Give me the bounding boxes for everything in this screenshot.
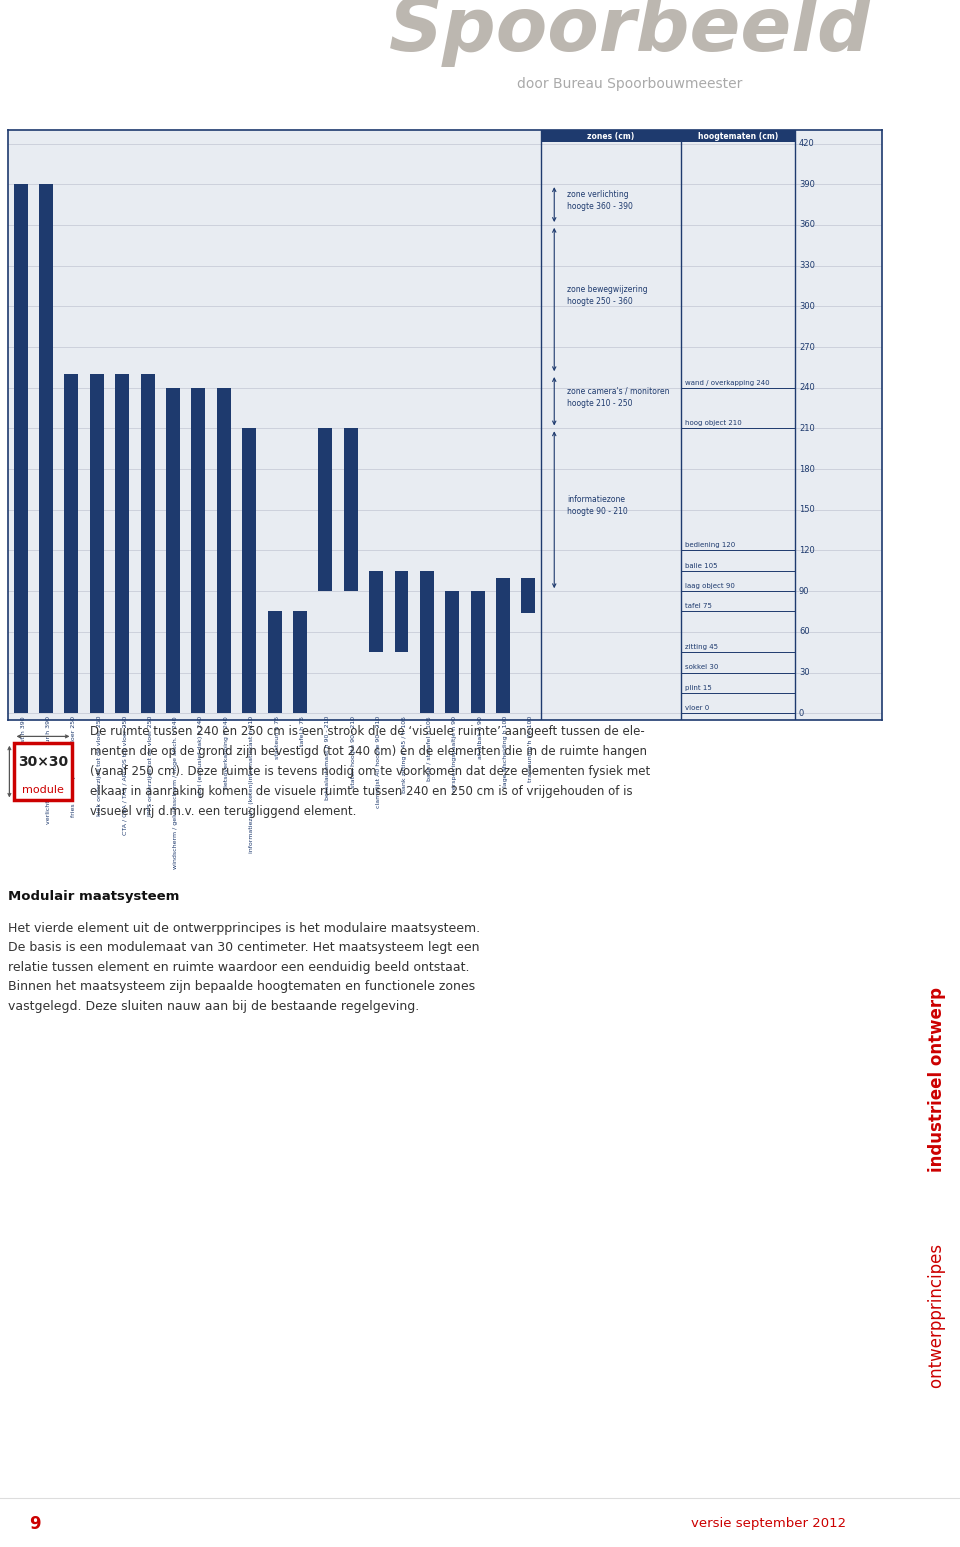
Text: Modulair maatsysteem: Modulair maatsysteem bbox=[8, 890, 180, 903]
Text: zitting 45: zitting 45 bbox=[685, 644, 718, 650]
Text: balie / statafel h 105: balie / statafel h 105 bbox=[427, 716, 432, 781]
Text: zone camera's / monitoren
hoogte 210 - 250: zone camera's / monitoren hoogte 210 - 2… bbox=[567, 387, 670, 407]
Text: windscherm / geluidsscherm / hoge afsch. h 240: windscherm / geluidsscherm / hoge afsch.… bbox=[173, 716, 178, 868]
Bar bbox=[64, 374, 79, 713]
Text: fietsoverkapping h 240: fietsoverkapping h 240 bbox=[224, 716, 228, 789]
Bar bbox=[420, 571, 434, 713]
Text: 270: 270 bbox=[799, 342, 815, 351]
Bar bbox=[521, 577, 536, 613]
Text: plint 15: plint 15 bbox=[685, 685, 712, 692]
Bar bbox=[319, 429, 332, 591]
Text: 9: 9 bbox=[29, 1515, 40, 1533]
Bar bbox=[681, 130, 795, 142]
Text: 210: 210 bbox=[799, 424, 815, 433]
Text: 150: 150 bbox=[799, 506, 815, 514]
Bar bbox=[344, 429, 358, 591]
Bar bbox=[541, 130, 681, 142]
Text: wand / overkapping 240: wand / overkapping 240 bbox=[685, 379, 770, 385]
Text: 90: 90 bbox=[799, 586, 809, 596]
Text: 30×30: 30×30 bbox=[18, 755, 68, 769]
Bar bbox=[90, 374, 104, 713]
Text: CTA / ChA / TAS / ARGOS tot vloer 250: CTA / ChA / TAS / ARGOS tot vloer 250 bbox=[122, 716, 128, 835]
Text: lage afscheiding h 100: lage afscheiding h 100 bbox=[503, 716, 508, 787]
Text: industrieel ontwerp: industrieel ontwerp bbox=[928, 987, 947, 1173]
Text: informatiezone
hoogte 90 - 210: informatiezone hoogte 90 - 210 bbox=[567, 495, 628, 517]
Text: trapleuning h 74-100: trapleuning h 74-100 bbox=[528, 716, 534, 783]
Bar bbox=[496, 577, 510, 713]
Bar bbox=[13, 184, 28, 713]
Text: 60: 60 bbox=[799, 628, 809, 636]
Bar bbox=[293, 611, 307, 713]
Text: klok onderzijde tot de vloer 250: klok onderzijde tot de vloer 250 bbox=[97, 716, 102, 817]
Text: Het vierde element uit de ontwerpprincipes is het modulaire maatsysteem.
De basi: Het vierde element uit de ontwerpprincip… bbox=[8, 922, 480, 1013]
Bar bbox=[268, 611, 281, 713]
Text: hoog object 210: hoog object 210 bbox=[685, 421, 742, 427]
Text: betaalautomaat h 90 - 210: betaalautomaat h 90 - 210 bbox=[325, 716, 330, 800]
Text: tafel h 75: tafel h 75 bbox=[300, 716, 305, 746]
Text: zone bewegwijzering
hoogte 250 - 360: zone bewegwijzering hoogte 250 - 360 bbox=[567, 285, 648, 306]
Bar bbox=[191, 388, 205, 713]
Bar bbox=[141, 374, 155, 713]
Text: sokkel 30: sokkel 30 bbox=[685, 665, 719, 670]
Text: zone verlichting
hoogte 360 - 390: zone verlichting hoogte 360 - 390 bbox=[567, 190, 634, 210]
Text: stasteun h 75: stasteun h 75 bbox=[275, 716, 279, 760]
Text: versperringspaaltje h 90: versperringspaaltje h 90 bbox=[452, 716, 457, 794]
Text: 180: 180 bbox=[799, 464, 815, 473]
Text: 330: 330 bbox=[799, 261, 815, 271]
Bar bbox=[166, 388, 180, 713]
Text: laag object 90: laag object 90 bbox=[685, 583, 735, 589]
Bar bbox=[217, 388, 230, 713]
Text: 120: 120 bbox=[799, 546, 815, 555]
Text: tafel 75: tafel 75 bbox=[685, 603, 712, 610]
Text: versie september 2012: versie september 2012 bbox=[691, 1518, 847, 1530]
Text: informatiezuil / (keten)informatiekast h 210: informatiezuil / (keten)informatiekast h… bbox=[250, 716, 254, 852]
Text: door Bureau Spoorbouwmeester: door Bureau Spoorbouwmeester bbox=[517, 77, 743, 91]
Bar bbox=[395, 571, 409, 653]
Bar bbox=[242, 429, 256, 713]
Text: De ruimte tussen 240 en 250 cm is een strook die de ‘visuele ruimte’ aangeeft tu: De ruimte tussen 240 en 250 cm is een st… bbox=[90, 726, 650, 818]
Text: hoogtematen (cm): hoogtematen (cm) bbox=[698, 131, 778, 141]
Bar bbox=[445, 591, 459, 713]
Text: staten hoogte 90 - 210: staten hoogte 90 - 210 bbox=[350, 716, 356, 787]
Text: balie 105: balie 105 bbox=[685, 563, 718, 569]
Bar bbox=[470, 591, 485, 713]
Text: bediening 120: bediening 120 bbox=[685, 543, 735, 549]
Text: ontwerpprincipes: ontwerpprincipes bbox=[928, 1239, 947, 1388]
Text: 300: 300 bbox=[799, 302, 815, 311]
Text: fries onderzijde tot de vloer 250: fries onderzijde tot de vloer 250 bbox=[71, 716, 77, 817]
Text: verlichtingsmast / armatuur h 390: verlichtingsmast / armatuur h 390 bbox=[46, 716, 51, 825]
Text: 30: 30 bbox=[799, 668, 809, 678]
Text: abri (exclusief dak) h 240: abri (exclusief dak) h 240 bbox=[199, 716, 204, 797]
Text: afvalbak h 90: afvalbak h 90 bbox=[478, 716, 483, 760]
Bar bbox=[370, 571, 383, 653]
Text: Spoorbeeld: Spoorbeeld bbox=[389, 0, 872, 67]
Text: 360: 360 bbox=[799, 220, 815, 229]
Text: module: module bbox=[22, 784, 64, 795]
Text: 420: 420 bbox=[799, 139, 815, 149]
Bar bbox=[13, 743, 72, 800]
Text: clamelijst A0 hoogte 90 - 210: clamelijst A0 hoogte 90 - 210 bbox=[376, 716, 381, 808]
Text: zones (cm): zones (cm) bbox=[588, 131, 635, 141]
Text: vloer 0: vloer 0 bbox=[685, 705, 709, 712]
Bar bbox=[115, 374, 130, 713]
Text: bank zitting h 45 / h 105: bank zitting h 45 / h 105 bbox=[401, 716, 406, 794]
Text: luidsprekermast h 390: luidsprekermast h 390 bbox=[21, 716, 26, 786]
Bar bbox=[39, 184, 53, 713]
Text: 240: 240 bbox=[799, 384, 815, 393]
Text: IPPS onderzijde tot de vloer 250: IPPS onderzijde tot de vloer 250 bbox=[148, 716, 153, 817]
Text: 390: 390 bbox=[799, 179, 815, 189]
Text: 0: 0 bbox=[799, 709, 804, 718]
